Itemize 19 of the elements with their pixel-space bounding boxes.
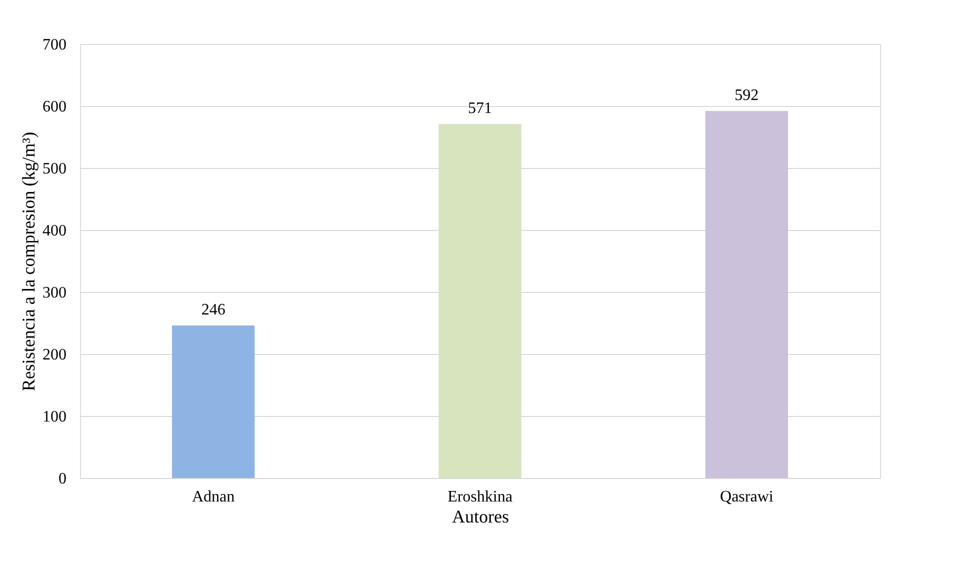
- bar: [705, 110, 788, 478]
- y-tick-label: 100: [42, 408, 66, 426]
- bar: [438, 124, 522, 478]
- y-tick-label: 600: [42, 98, 66, 116]
- data-label: 246: [201, 301, 226, 318]
- y-tick-label: 500: [42, 160, 66, 178]
- data-label: 571: [468, 100, 492, 117]
- y-tick-label: 300: [42, 284, 66, 302]
- bar: [172, 325, 255, 478]
- data-label: 592: [734, 86, 759, 104]
- y-tick-label: 400: [42, 222, 66, 240]
- x-tick-label: Eroshkina: [448, 488, 512, 506]
- x-tick-label: Adnan: [192, 488, 235, 506]
- y-tick-label: 0: [58, 470, 66, 488]
- x-axis-title: Autores: [452, 506, 509, 526]
- x-tick-label: Qasrawi: [720, 488, 774, 506]
- y-tick-label: 200: [42, 346, 66, 364]
- y-axis-title: Resistencia a la compresion (kg/m³): [18, 132, 38, 392]
- y-tick-label: 700: [42, 36, 66, 54]
